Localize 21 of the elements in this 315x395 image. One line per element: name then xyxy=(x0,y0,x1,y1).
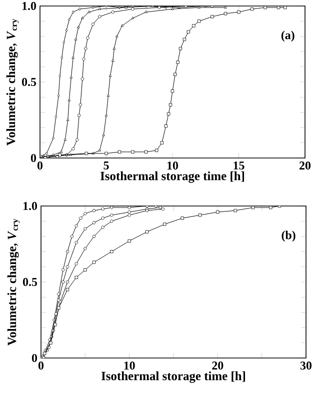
y-tick-label: 1.0 xyxy=(23,202,38,210)
x-tick-label: 20 xyxy=(300,162,311,170)
x-axis-title: Isothermal storage time [h] xyxy=(101,371,246,383)
x-tick-label: 20 xyxy=(212,362,224,370)
y-tick-label: 0.5 xyxy=(22,78,36,86)
x-tick-label: 15 xyxy=(234,162,244,170)
y-tick-label: 0 xyxy=(30,154,36,162)
x-axis-title: Isothermal storage time [h] xyxy=(100,171,244,183)
x-tick-label: 5 xyxy=(104,162,109,170)
x-tick-label: 0 xyxy=(38,362,44,370)
y-axis-title: Volumetric change, V$_{cry}$ xyxy=(6,18,19,146)
y-tick-label: 0.5 xyxy=(22,278,38,286)
y-tick-label: 1.0 xyxy=(22,2,36,10)
x-tick-label: 10 xyxy=(124,362,135,370)
annotation: (a) xyxy=(281,30,294,42)
x-tick-label: 10 xyxy=(167,162,178,170)
x-tick-label: 0 xyxy=(37,162,43,170)
y-axis-title: Volumetric change, V$_{cry}$ xyxy=(7,218,20,346)
annotation: (b) xyxy=(282,230,296,242)
y-tick-label: 0 xyxy=(32,354,38,362)
x-tick-label: 30 xyxy=(300,362,312,370)
